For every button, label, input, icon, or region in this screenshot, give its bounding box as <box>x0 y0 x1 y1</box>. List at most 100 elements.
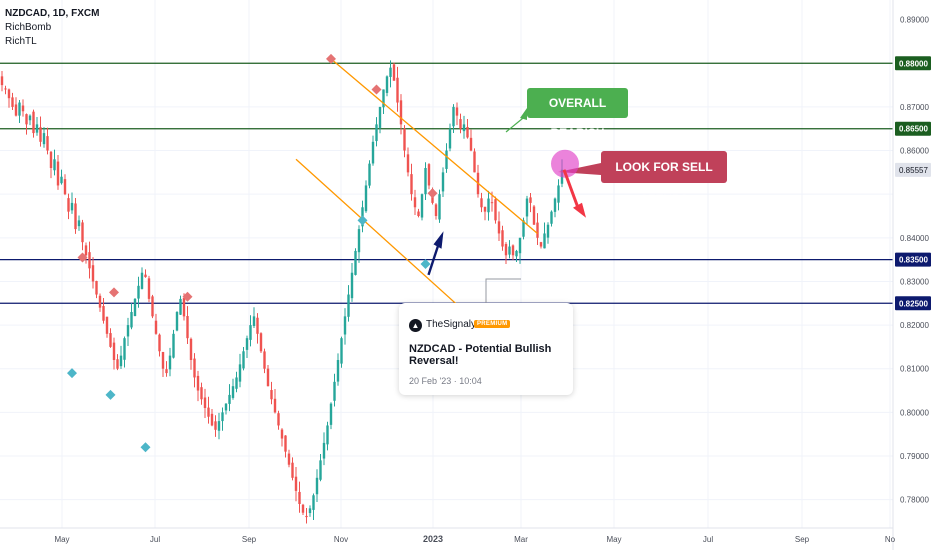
time-tick-label: Sep <box>795 535 810 544</box>
candle-body <box>116 359 119 369</box>
candle-body <box>158 334 161 352</box>
candle-body <box>532 206 536 225</box>
candle-body <box>25 114 28 125</box>
candle-body <box>343 316 347 335</box>
candle-body <box>74 203 77 230</box>
candle-body <box>487 198 490 213</box>
candle-body <box>441 172 445 192</box>
sell-arrow <box>562 169 580 209</box>
candle-body <box>53 159 56 171</box>
price-tick-label: 0.79000 <box>900 452 929 461</box>
pivot-low-marker <box>67 368 77 379</box>
bullish-arrow-head <box>433 231 444 249</box>
price-tick-label: 0.86000 <box>900 147 929 156</box>
idea-card[interactable]: ▲ TheSignalyst PREMIUM NZDCAD - Potentia… <box>399 303 573 395</box>
level-price-label: 0.88000 <box>899 59 928 68</box>
pivot-low-marker <box>357 215 368 226</box>
candle-body <box>189 338 193 360</box>
idea-author[interactable]: TheSignalyst <box>426 319 484 330</box>
candle-body <box>182 298 186 317</box>
candle-body <box>301 504 305 513</box>
candle-body <box>11 97 14 107</box>
price-tick-label: 0.83000 <box>900 277 929 286</box>
candle-body <box>175 312 179 331</box>
candle-body <box>329 403 333 425</box>
candle-body <box>280 429 284 439</box>
candle-body <box>557 185 560 203</box>
candle-body <box>56 161 60 186</box>
sell-setups-callout: LOOK FOR SELL SETUPS <box>601 151 727 206</box>
candle-body <box>546 224 550 238</box>
bearish-channel <box>295 58 538 344</box>
time-tick-label: Mar <box>514 535 528 544</box>
chart-legend: NZDCAD, 1D, FXCM RichBomb RichTL <box>5 7 99 49</box>
candle-body <box>371 141 375 164</box>
candle-body <box>119 355 123 367</box>
candle-body <box>210 413 214 426</box>
pivot-high-marker <box>182 291 193 302</box>
price-tick-label: 0.81000 <box>900 365 929 374</box>
time-tick-label: Sep <box>242 535 257 544</box>
candle-body <box>490 202 494 204</box>
pivot-markers <box>67 53 438 453</box>
candle-body <box>217 421 221 431</box>
time-tick-label: Jul <box>150 535 160 544</box>
pivot-low-marker <box>420 259 431 269</box>
candle-body <box>256 317 259 334</box>
candle-body <box>165 369 168 374</box>
candle-body <box>399 100 403 125</box>
chart-grid <box>0 0 893 528</box>
time-tick-label: No <box>885 535 896 544</box>
candle-body <box>336 360 340 382</box>
candle-body <box>459 119 462 129</box>
price-tick-label: 0.84000 <box>900 234 929 243</box>
pivot-high-marker <box>77 252 88 263</box>
candle-body <box>483 206 487 212</box>
current-price-label: 0.85557 <box>899 166 928 175</box>
price-tick-label: 0.80000 <box>900 408 929 417</box>
candle-body <box>200 387 203 400</box>
candle-body <box>14 104 18 116</box>
candle-body <box>357 229 361 253</box>
candle-body <box>263 351 266 369</box>
candle-body <box>207 407 210 417</box>
level-price-label: 0.86500 <box>899 125 928 134</box>
candle-body <box>375 124 378 142</box>
pivot-high-marker <box>427 188 438 199</box>
indicator-richbomb[interactable]: RichBomb <box>5 22 52 33</box>
candle-body <box>88 252 91 269</box>
candle-body <box>203 397 207 408</box>
candle-body <box>214 421 217 430</box>
candle-body <box>553 198 557 212</box>
time-axis: May Jul Sep Nov 2023 Mar May Jul Sep No <box>0 527 896 544</box>
indicator-richtl[interactable]: RichTL <box>5 36 37 47</box>
idea-title[interactable]: NZDCAD - Potential Bullish Reversal! <box>409 343 552 367</box>
current-price-tag <box>895 162 931 177</box>
time-tick-label: Jul <box>703 535 713 544</box>
candle-body <box>270 390 273 400</box>
candle-body <box>515 250 518 257</box>
candle-body <box>368 163 371 186</box>
candle-body <box>511 245 515 256</box>
candle-body <box>172 333 175 358</box>
candle-body <box>529 197 532 203</box>
chart-drawings <box>427 108 601 303</box>
candle-body <box>105 316 109 334</box>
candle-body <box>287 453 291 465</box>
price-axis-bg <box>893 0 932 550</box>
candle-body <box>238 364 242 382</box>
candle-body <box>112 342 116 360</box>
candle-body <box>525 198 529 217</box>
candle-body <box>319 460 322 480</box>
candle-body <box>154 320 158 334</box>
candle-body <box>469 137 473 151</box>
candle-body <box>133 298 137 317</box>
candle-body <box>144 274 147 278</box>
price-tick-label: 0.87000 <box>900 103 929 112</box>
candle-body <box>315 477 319 495</box>
candles-series <box>0 60 564 524</box>
pivot-high-marker <box>371 84 382 95</box>
candle-body <box>413 197 417 208</box>
candle-body <box>340 338 343 364</box>
